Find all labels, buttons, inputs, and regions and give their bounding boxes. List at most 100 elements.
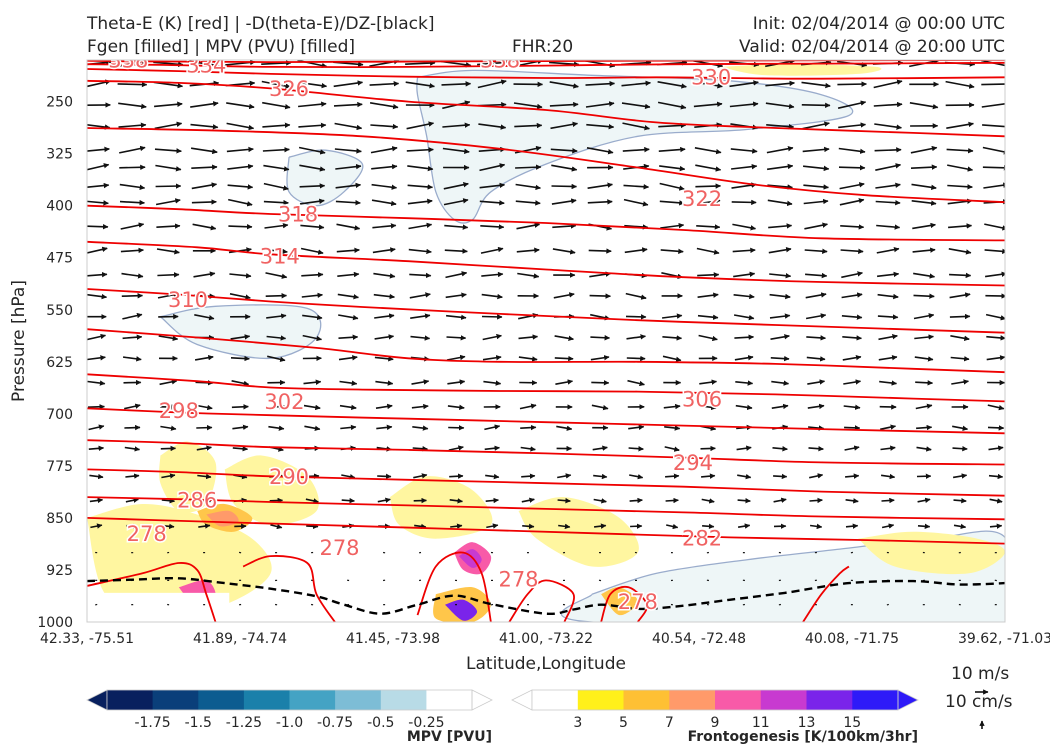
- wind-arrow: [477, 79, 507, 89]
- wind-arrow: [874, 123, 902, 130]
- wind-arrow: [624, 224, 649, 230]
- wind-arrow: [442, 147, 470, 154]
- wind-arrow: [769, 272, 792, 279]
- theta-e-contour-322: [87, 127, 1005, 204]
- colorbar-tick-label: -0.5: [367, 715, 394, 731]
- wind-arrow: [765, 80, 795, 87]
- wind-arrow: [701, 498, 715, 504]
- wind-arrow: [340, 424, 357, 431]
- wind-arrow: [516, 247, 540, 253]
- wind-arrow: [412, 425, 429, 431]
- wind-arrow: [263, 182, 289, 191]
- wind-arrow: [659, 200, 685, 206]
- wind-arrow: [122, 312, 143, 320]
- wind-arrow: [981, 83, 1005, 86]
- y-tick-label: 400: [46, 199, 73, 215]
- wind-arrow: [804, 222, 828, 230]
- wind-arrow: [952, 425, 969, 431]
- colorbar-tick-label: 15: [843, 715, 861, 731]
- wind-arrow: [521, 473, 536, 479]
- wind-arrow: [914, 356, 934, 362]
- wind-arrow: [733, 293, 755, 300]
- theta-e-label: 326: [269, 77, 309, 101]
- wind-arrow: [735, 404, 753, 411]
- wind-arrow: [447, 404, 465, 411]
- wind-arrow: [586, 147, 614, 155]
- wind-arrow: [306, 523, 319, 530]
- wind-arrow: [158, 335, 179, 341]
- colorbar-tick-label: 13: [798, 715, 816, 731]
- wind-arrow: [406, 147, 434, 153]
- wind-arrow: [953, 498, 967, 504]
- wind-arrow: [948, 248, 972, 255]
- wind-arrow: [484, 424, 501, 431]
- wind-arrow: [478, 123, 507, 130]
- wind-arrow: [374, 356, 394, 362]
- frontogenesis-region: [720, 64, 882, 76]
- wind-arrow: [229, 272, 252, 279]
- stability-dashed-line: [87, 576, 1005, 616]
- wind-arrow: [118, 122, 147, 128]
- theta-e-contour-282: [87, 517, 1005, 545]
- wind-arrow: [593, 473, 608, 480]
- wind-arrow: [479, 200, 505, 206]
- wind-arrow: [982, 146, 1005, 155]
- wind-arrow: [660, 222, 685, 229]
- wind-arrow: [729, 101, 759, 108]
- theta-e-contour-310: [87, 288, 1005, 334]
- x-tick-label: 41.00, -73.22: [499, 631, 593, 647]
- wind-arrow: [339, 380, 358, 386]
- wind-arrow: [878, 354, 898, 361]
- wind-arrow: [952, 473, 968, 479]
- wind-arrow: [334, 122, 363, 131]
- wind-arrow: [556, 425, 573, 431]
- wind-arrow: [263, 199, 289, 206]
- wind-arrow: [841, 314, 863, 320]
- theta-e-contour-318: [87, 204, 1005, 242]
- y-tick-label: 475: [46, 251, 73, 267]
- wind-arrow: [875, 163, 902, 171]
- wind-arrow: [733, 271, 756, 278]
- wind-arrow: [119, 183, 146, 191]
- wind-arrow: [119, 199, 145, 206]
- wind-arrow: [122, 334, 143, 340]
- wind-arrow: [303, 404, 321, 411]
- wind-arrow: [766, 163, 794, 171]
- wind-arrow: [589, 293, 611, 299]
- wind-arrow: [731, 199, 757, 206]
- title-left-2: Fgen [filled] | MPV (PVU) [filled]: [87, 37, 356, 57]
- wind-arrow: [659, 182, 685, 191]
- y-tick-label: 1000: [37, 615, 73, 631]
- wind-arrow: [341, 497, 355, 504]
- wind-arrow: [881, 497, 895, 504]
- wind-arrow: [299, 164, 326, 172]
- wind-arrow: [947, 164, 974, 172]
- wind-arrow: [697, 272, 720, 278]
- wind-arrow: [87, 79, 111, 88]
- wind-arrow: [696, 224, 721, 230]
- colorbar-swatch: [380, 690, 427, 710]
- wind-arrow: [194, 354, 214, 361]
- wind-arrow: [557, 497, 571, 504]
- wind-arrow: [914, 334, 934, 340]
- x-tick-label: 40.08, -71.75: [805, 631, 899, 647]
- wind-arrow: [767, 184, 793, 190]
- theta-e-label: 278: [498, 568, 538, 592]
- theta-e-label: 278: [618, 590, 658, 614]
- wind-arrow: [771, 380, 790, 386]
- wind-arrow: [405, 60, 436, 66]
- wind-arrow: [805, 272, 828, 279]
- wind-arrow: [588, 248, 612, 254]
- wind-arrow: [446, 335, 467, 341]
- wind-arrow: [773, 497, 787, 503]
- wind-arrow: [916, 446, 932, 452]
- valid-time: Valid: 02/04/2014 @ 20:00 UTC: [739, 37, 1005, 57]
- wind-arrow: [913, 272, 936, 279]
- wind-arrow: [844, 425, 861, 431]
- wind-arrow: [227, 184, 254, 190]
- theta-e-contour-334: [87, 61, 1005, 69]
- theta-e-label: 298: [159, 399, 199, 423]
- wind-arrow: [552, 248, 576, 255]
- wind-arrow: [196, 424, 213, 431]
- colorbar-swatch: [243, 690, 290, 710]
